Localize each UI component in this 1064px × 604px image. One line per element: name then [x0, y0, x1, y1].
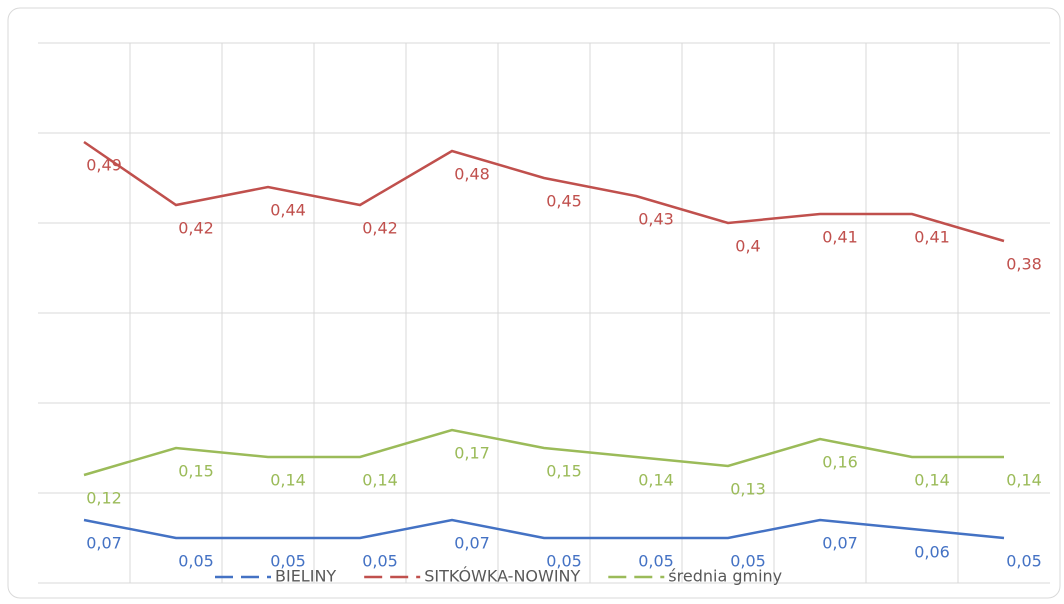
- series-line: [83, 518, 1005, 540]
- data-label: 0,48: [454, 165, 490, 184]
- data-label: 0,17: [454, 444, 490, 463]
- data-label: 0,14: [1006, 471, 1042, 490]
- data-label: 0,44: [270, 201, 306, 220]
- data-label: 0,05: [638, 552, 674, 571]
- data-label: 0,15: [178, 462, 214, 481]
- data-label: 0,38: [1006, 255, 1042, 274]
- data-label: 0,45: [546, 192, 582, 211]
- data-label: 0,14: [914, 471, 950, 490]
- data-label: 0,14: [638, 471, 674, 490]
- grid: [38, 42, 1050, 584]
- data-label: 0,42: [178, 219, 214, 238]
- legend-label: SITKÓWKA-NOWINY: [424, 567, 580, 586]
- data-label: 0,43: [638, 210, 674, 229]
- data-label: 0,05: [730, 552, 766, 571]
- data-label: 0,05: [362, 552, 398, 571]
- data-label: 0,12: [86, 489, 122, 508]
- series-line: [83, 428, 1004, 477]
- data-label: 0,16: [822, 453, 858, 472]
- data-label: 0,06: [914, 543, 950, 562]
- data-label: 0,42: [362, 219, 398, 238]
- data-label: 0,05: [178, 552, 214, 571]
- data-label: 0,49: [86, 156, 122, 175]
- legend-label: BIELINY: [275, 567, 336, 586]
- series-line: [83, 140, 1005, 243]
- data-label: 0,07: [454, 534, 490, 553]
- data-label: 0,15: [546, 462, 582, 481]
- data-label: 0,13: [730, 480, 766, 499]
- data-label: 0,14: [362, 471, 398, 490]
- data-label: 0,41: [914, 228, 950, 247]
- data-label: 0,07: [86, 534, 122, 553]
- data-label: 0,14: [270, 471, 306, 490]
- data-label: 0,05: [1006, 552, 1042, 571]
- legend-label: średnia gminy: [668, 567, 782, 586]
- data-label: 0,4: [735, 237, 760, 256]
- data-label: 0,41: [822, 228, 858, 247]
- data-label: 0,05: [546, 552, 582, 571]
- chart-frame: [7, 7, 1061, 599]
- data-label: 0,05: [270, 552, 306, 571]
- data-label: 0,07: [822, 534, 858, 553]
